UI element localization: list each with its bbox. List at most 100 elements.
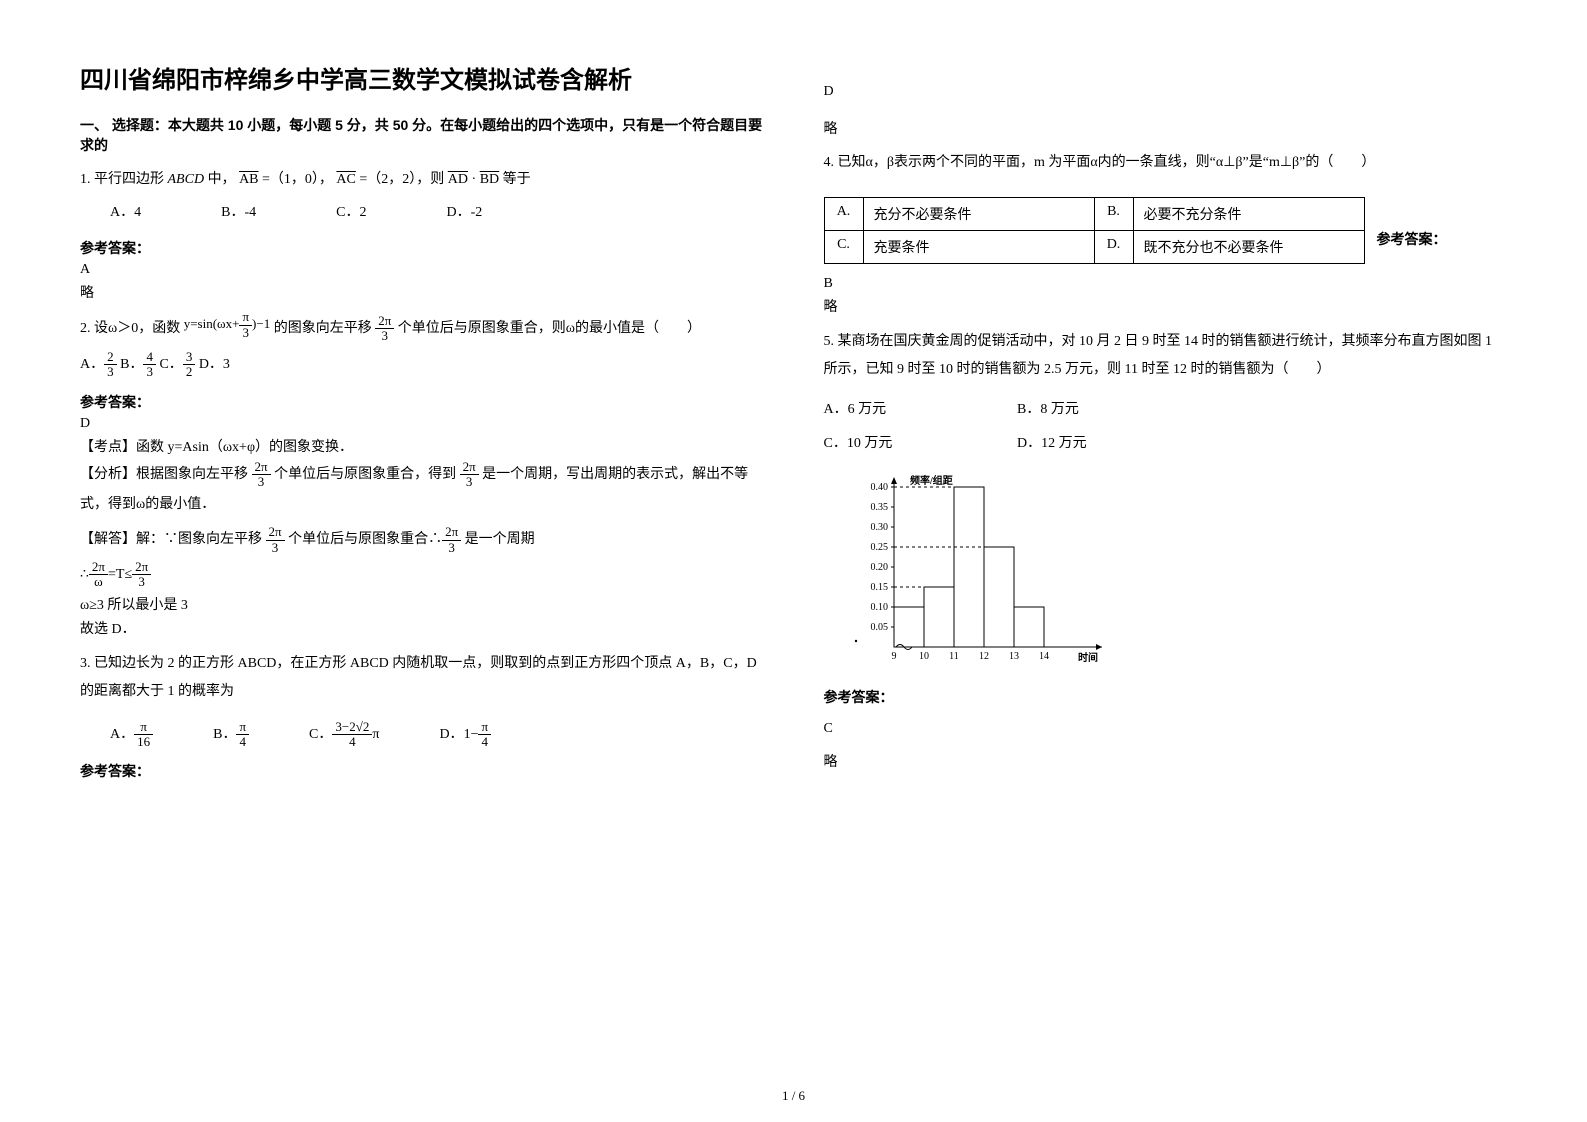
svg-text:频率/组距: 频率/组距 xyxy=(910,474,953,487)
q1-略: 略 xyxy=(80,282,764,302)
q2-answer: D xyxy=(80,416,764,432)
q2-ineq-f2: 2π3 xyxy=(132,560,151,590)
q2-fx-frac1: 2π3 xyxy=(252,460,271,490)
q5-opt-d: D．12 万元 xyxy=(1017,436,1087,451)
q2-fx-frac2: 2π3 xyxy=(460,460,479,490)
q3-opt-a: A．π16 xyxy=(110,720,153,750)
table-row: C. 充要条件 D. 既不充分也不必要条件 xyxy=(824,230,1364,263)
q3-opt-d: D．1−π4 xyxy=(439,720,491,750)
q1-dot: · xyxy=(472,172,477,187)
question-5: 5. 某商场在国庆黄金周的促销活动中，对 10 月 2 日 9 时至 14 时的… xyxy=(824,328,1508,384)
q3-略: 略 xyxy=(824,118,1508,138)
q2-func: y=sin(ωx+π3)−1 xyxy=(184,316,270,331)
q3-answer-label: 参考答案： xyxy=(80,761,764,781)
q2-stem-b: 的图象向左平移 xyxy=(274,321,372,336)
histogram-svg: 频率/组距0.050.100.150.200.250.300.350.40910… xyxy=(844,472,1104,672)
q1-opt-d: D．-2 xyxy=(446,200,482,227)
q1-answer: A xyxy=(80,262,764,278)
section-1-header: 一、 选择题：本大题共 10 小题，每小题 5 分，共 50 分。在每小题给出的… xyxy=(80,115,764,155)
svg-text:0.30: 0.30 xyxy=(870,522,888,533)
svg-text:13: 13 xyxy=(1009,651,1019,662)
q2-ineq-f1: 2πω xyxy=(89,560,108,590)
question-3: 3. 已知边长为 2 的正方形 ABCD，在正方形 ABCD 内随机取一点，则取… xyxy=(80,650,764,750)
q2-d: D．3 xyxy=(199,357,230,372)
q2-jd-a: 解：∵图象向左平移 xyxy=(136,532,266,547)
q1-options: A．4 B．-4 C．2 D．-2 xyxy=(110,200,764,227)
q4-c-txt: 充要条件 xyxy=(863,230,1094,263)
q1-vec-ad: AD xyxy=(448,172,468,187)
q2-a-frac: 23 xyxy=(104,350,117,380)
q2-stem-c: 个单位后与原图象重合，则ω的最小值是（ ） xyxy=(398,321,701,336)
q1-vec-bd: BD xyxy=(480,172,499,187)
q4-stem: 4. 已知α，β表示两个不同的平面，m 为平面α内的一条直线，则“α⊥β”是“m… xyxy=(824,155,1376,170)
q2-ineq-a: ∴ xyxy=(80,567,89,582)
q1-tail: 等于 xyxy=(503,172,531,187)
q2-jd-frac2: 2π3 xyxy=(442,525,461,555)
q4-a-txt: 充分不必要条件 xyxy=(863,197,1094,230)
two-column-layout: 四川省绵阳市梓绵乡中学高三数学文模拟试卷含解析 一、 选择题：本大题共 10 小… xyxy=(80,60,1507,785)
svg-text:0.35: 0.35 xyxy=(870,502,888,513)
q2-answer-label: 参考答案： xyxy=(80,392,764,412)
page-title: 四川省绵阳市梓绵乡中学高三数学文模拟试卷含解析 xyxy=(80,60,764,95)
q2-jd-frac1: 2π3 xyxy=(266,525,285,555)
q5-histogram: 频率/组距0.050.100.150.200.250.300.350.40910… xyxy=(844,472,1508,677)
q2-options: A．23 B．43 C．32 D．3 xyxy=(80,350,764,380)
right-column: D 略 4. 已知α，β表示两个不同的平面，m 为平面α内的一条直线，则“α⊥β… xyxy=(824,60,1508,785)
question-4: 4. 已知α，β表示两个不同的平面，m 为平面α内的一条直线，则“α⊥β”是“m… xyxy=(824,150,1508,177)
q2-c-frac: 32 xyxy=(183,350,196,380)
q4-a-lab: A. xyxy=(824,197,863,230)
q1-opt-c: C．2 xyxy=(336,200,366,227)
q5-opt-a: A．6 万元 xyxy=(824,398,984,418)
q2-a-pre: A． xyxy=(80,357,104,372)
q5-answer: C xyxy=(824,721,1508,737)
q2-ineq-b: =T≤ xyxy=(108,567,132,582)
q2-fx-label: 【分析】 xyxy=(80,467,136,482)
q5-opt-c: C．10 万元 xyxy=(824,432,984,452)
q2-b-frac: 43 xyxy=(143,350,156,380)
q3-opt-b: B．π4 xyxy=(213,720,249,750)
q3-stem: 3. 已知边长为 2 的正方形 ABCD，在正方形 ABCD 内随机取一点，则取… xyxy=(80,656,757,699)
q3-opt-c: C．3−2√24π xyxy=(309,720,379,750)
q4-略: 略 xyxy=(824,296,1508,316)
q2-c-pre: C． xyxy=(159,357,182,372)
svg-text:9: 9 xyxy=(891,651,896,662)
svg-text:11: 11 xyxy=(949,651,959,662)
q5-stem: 5. 某商场在国庆黄金周的促销活动中，对 10 月 2 日 9 时至 14 时的… xyxy=(824,334,1493,377)
question-2: 2. 设ω＞0，函数 y=sin(ωx+π3)−1 的图象向左平移 2π3 个单… xyxy=(80,314,764,379)
q5-answer-label: 参考答案： xyxy=(824,687,1508,707)
svg-text:0.10: 0.10 xyxy=(870,602,888,613)
svg-text:0.25: 0.25 xyxy=(870,542,888,553)
q1-opt-a: A．4 xyxy=(110,200,141,227)
q1-eq1: =（1，0）， xyxy=(262,172,333,187)
q2-jd-b: 个单位后与原图象重合∴ xyxy=(285,532,443,547)
q2-fx-a: 根据图象向左平移 xyxy=(136,467,252,482)
q2-fx-b: 个单位后与原图象重合，得到 xyxy=(271,467,460,482)
q5-opt-b: B．8 万元 xyxy=(1017,402,1079,417)
q2-kd-text: 函数 y=Asin（ωx+φ）的图象变换． xyxy=(136,440,353,455)
svg-text:时间: 时间 xyxy=(1078,651,1098,664)
svg-text:0.15: 0.15 xyxy=(870,582,888,593)
q4-b-txt: 必要不充分条件 xyxy=(1133,197,1364,230)
q1-stem-b: 中， xyxy=(208,172,236,187)
svg-text:0.05: 0.05 xyxy=(870,622,888,633)
q4-b-lab: B. xyxy=(1094,197,1133,230)
q3-options: A．π16 B．π4 C．3−2√24π D．1−π4 xyxy=(110,720,764,750)
q1-answer-label: 参考答案： xyxy=(80,238,764,258)
table-row: A. 充分不必要条件 B. 必要不充分条件 xyxy=(824,197,1364,230)
q1-eq2: =（2，2），则 xyxy=(359,172,444,187)
q4-table-row: A. 充分不必要条件 B. 必要不充分条件 C. 充要条件 D. 既不充分也不必… xyxy=(824,189,1508,272)
q1-vec-ab: AB xyxy=(239,172,258,187)
q5-options-row2: C．10 万元 D．12 万元 xyxy=(824,432,1508,452)
q2-b-pre: B． xyxy=(120,357,143,372)
q3-answer: D xyxy=(824,84,1508,100)
svg-text:0.20: 0.20 xyxy=(870,562,888,573)
q2-fenxi: 【分析】根据图象向左平移 2π3 个单位后与原图象重合，得到 2π3 是一个周期… xyxy=(80,460,764,522)
q1-abcd: ABCD xyxy=(168,172,205,187)
q1-vec-ac: AC xyxy=(336,172,355,187)
q2-kd-label: 【考点】 xyxy=(80,440,136,455)
page: 四川省绵阳市梓绵乡中学高三数学文模拟试卷含解析 一、 选择题：本大题共 10 小… xyxy=(0,0,1587,1122)
q4-d-txt: 既不充分也不必要条件 xyxy=(1133,230,1364,263)
q1-stem-a: 1. 平行四边形 xyxy=(80,172,164,187)
q2-kaodian: 【考点】函数 y=Asin（ωx+φ）的图象变换． xyxy=(80,436,764,456)
q2-line-end: 故选 D． xyxy=(80,618,764,638)
